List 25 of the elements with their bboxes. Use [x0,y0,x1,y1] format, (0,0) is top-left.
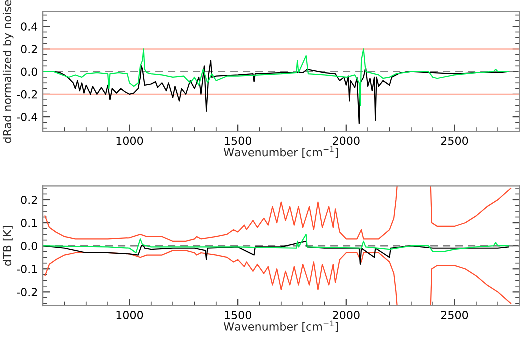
y-tick-label: 0.4 [21,22,38,31]
x-tick-label: 2500 [441,311,468,320]
y-axis-title: dRad normalized by noise [2,0,14,144]
x-axis-title: Wavenumber [cm$^{−1}$] [224,146,338,158]
x-tick-label: 1500 [225,311,252,320]
x-tick-label: 2000 [333,136,360,146]
y-tick-label: -0.4 [17,113,38,122]
x-tick-label: 2500 [441,136,468,146]
y-tick-label: 0.0 [21,242,38,250]
line-series [43,48,510,106]
x-tick-label: 1500 [225,136,252,146]
x-tick-label: 1000 [116,311,144,320]
y-tick-label: 0.2 [21,45,38,54]
y-tick-label: -0.2 [17,90,38,99]
y-tick-label: -0.1 [17,265,38,274]
x-axis-title: Wavenumber [cm$^{−1}$] [224,320,338,332]
line-series [43,234,510,254]
y-tick-label: 0.1 [21,219,38,228]
x-tick-label: 2000 [333,311,360,320]
y-tick-label: -0.2 [17,288,38,297]
line-series [43,240,510,266]
y-tick-label: 0.0 [21,68,38,76]
y-axis-title: dTB [K] [2,226,13,266]
y-tick-label: 0.2 [21,196,38,204]
x-tick-label: 1000 [116,136,144,146]
